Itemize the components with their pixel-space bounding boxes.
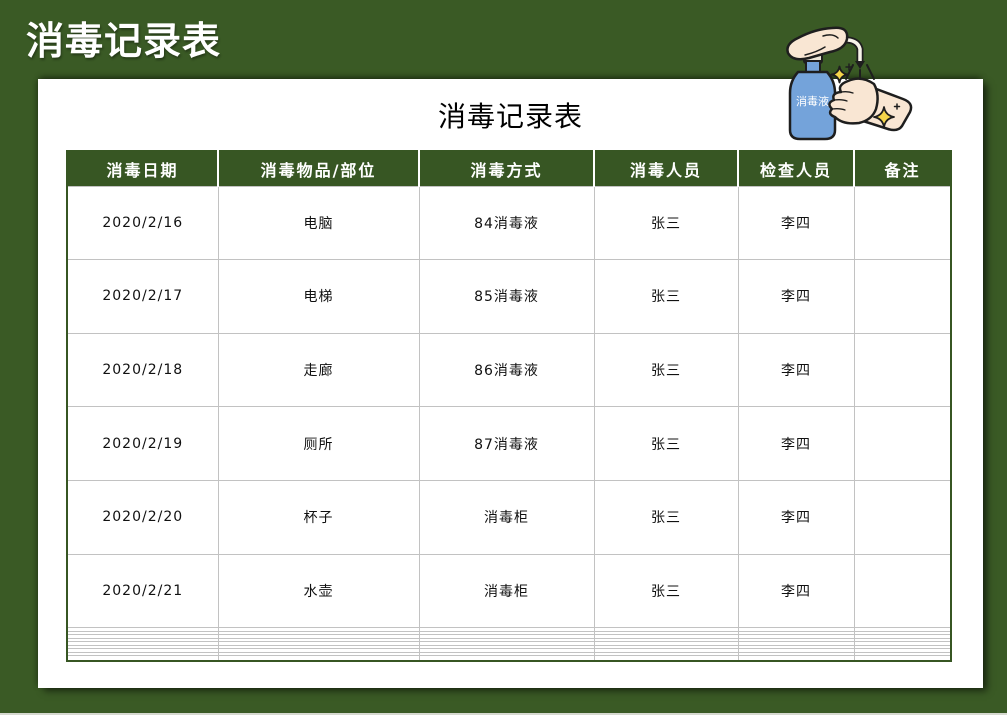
table-cell bbox=[853, 553, 952, 629]
table-cell: 2020/2/16 bbox=[66, 185, 219, 261]
table-cell bbox=[853, 332, 952, 408]
table-cell bbox=[853, 406, 952, 481]
table-row: 2020/2/16 电脑 84消毒液 张三 李四 bbox=[66, 185, 952, 261]
table-cell: 85消毒液 bbox=[418, 259, 595, 334]
table-cell bbox=[853, 479, 952, 555]
table-row: 2020/2/21 水壶 消毒柜 张三 李四 bbox=[66, 553, 952, 629]
table-cell: 消毒柜 bbox=[418, 553, 595, 629]
table-cell: 李四 bbox=[737, 259, 855, 334]
table-cell: 2020/2/19 bbox=[66, 406, 219, 481]
table-cell: 走廊 bbox=[217, 332, 420, 408]
column-header-operator: 消毒人员 bbox=[594, 151, 739, 186]
bottle-label: 消毒液 bbox=[796, 94, 829, 108]
table-cell bbox=[853, 259, 952, 334]
table-cell: 张三 bbox=[593, 406, 739, 481]
table-cell: 电梯 bbox=[217, 259, 420, 334]
table-row-empty bbox=[66, 655, 952, 662]
table-cell: 水壶 bbox=[217, 553, 420, 629]
sanitizer-bottle-icon: 消毒液 bbox=[788, 60, 837, 141]
table-row: 2020/2/18 走廊 86消毒液 张三 李四 bbox=[66, 332, 952, 408]
page-bottom-edge bbox=[0, 713, 1007, 715]
table-cell: 2020/2/20 bbox=[66, 479, 219, 555]
table-cell: 张三 bbox=[593, 332, 739, 408]
table-cell: 86消毒液 bbox=[418, 332, 595, 408]
table-cell: 李四 bbox=[737, 479, 855, 555]
table-cell bbox=[853, 185, 952, 261]
record-sheet-card: 消毒记录表 消毒日期 消毒物品/部位 消毒方式 消毒人员 检查人员 备注 202… bbox=[38, 79, 983, 688]
table-cell: 李四 bbox=[737, 406, 855, 481]
column-header-item: 消毒物品/部位 bbox=[218, 151, 420, 186]
table-cell bbox=[66, 655, 219, 662]
table-cell: 李四 bbox=[737, 185, 855, 261]
table-cell: 2020/2/21 bbox=[66, 553, 219, 629]
table-cell: 2020/2/17 bbox=[66, 259, 219, 334]
table-cell: 84消毒液 bbox=[418, 185, 595, 261]
table-cell bbox=[853, 655, 952, 662]
table-cell: 杯子 bbox=[217, 479, 420, 555]
table-cell bbox=[217, 655, 420, 662]
table-row: 2020/2/19 厕所 87消毒液 张三 李四 bbox=[66, 406, 952, 481]
card-title: 消毒记录表 bbox=[437, 100, 583, 133]
table-row: 2020/2/20 杯子 消毒柜 张三 李四 bbox=[66, 479, 952, 555]
disinfection-record-table: 消毒日期 消毒物品/部位 消毒方式 消毒人员 检查人员 备注 2020/2/16… bbox=[66, 150, 952, 662]
table-row: 2020/2/17 电梯 85消毒液 张三 李四 bbox=[66, 259, 952, 334]
page-title: 消毒记录表 bbox=[26, 19, 222, 63]
table-cell: 张三 bbox=[593, 185, 739, 261]
table-cell: 张三 bbox=[593, 553, 739, 629]
column-header-method: 消毒方式 bbox=[419, 151, 595, 186]
table-cell: 张三 bbox=[593, 259, 739, 334]
table-cell bbox=[418, 655, 595, 662]
table-header-row: 消毒日期 消毒物品/部位 消毒方式 消毒人员 检查人员 备注 bbox=[67, 151, 951, 186]
table-cell: 2020/2/18 bbox=[66, 332, 219, 408]
table-cell: 李四 bbox=[737, 332, 855, 408]
table-cell: 厕所 bbox=[217, 406, 420, 481]
table-cell bbox=[737, 655, 855, 662]
table-cell: 张三 bbox=[593, 479, 739, 555]
column-header-date: 消毒日期 bbox=[67, 151, 219, 186]
table-cell: 87消毒液 bbox=[418, 406, 595, 481]
table-cell: 消毒柜 bbox=[418, 479, 595, 555]
table-cell: 电脑 bbox=[217, 185, 420, 261]
column-header-remarks: 备注 bbox=[854, 151, 951, 186]
pressing-hand-icon bbox=[786, 26, 849, 61]
table-cell: 李四 bbox=[737, 553, 855, 629]
sparkle-icon bbox=[830, 63, 901, 128]
column-header-inspector: 检查人员 bbox=[738, 151, 855, 186]
disinfection-illustration: 消毒液 bbox=[786, 26, 913, 141]
receiving-hand-icon bbox=[828, 77, 913, 132]
table-cell bbox=[593, 655, 739, 662]
